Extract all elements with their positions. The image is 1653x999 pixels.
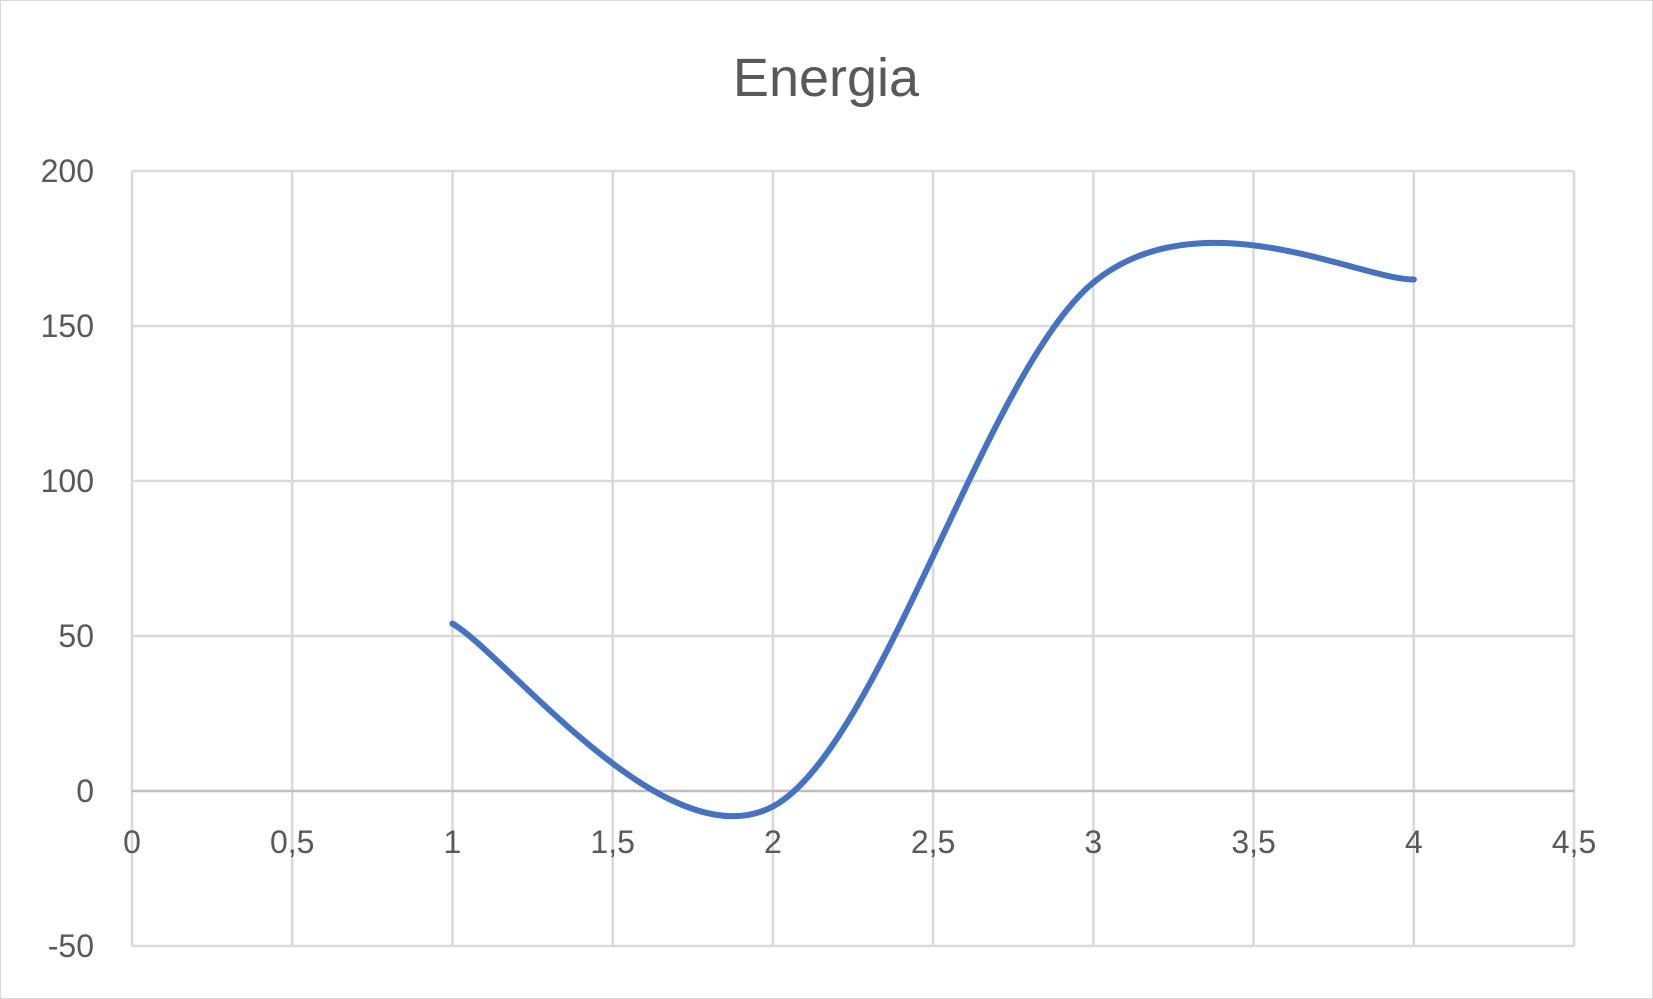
x-tick-label: 4,5 xyxy=(1552,824,1596,860)
y-tick-label: 100 xyxy=(41,463,94,499)
chart-title: Energia xyxy=(733,48,920,108)
y-tick-label: 50 xyxy=(58,618,94,654)
y-axis-tick-labels: -50 0 50 100 150 200 xyxy=(41,153,94,964)
data-point-0-3 xyxy=(1410,276,1417,283)
x-tick-label: 1,5 xyxy=(590,824,634,860)
y-tick-label: -50 xyxy=(48,928,94,964)
x-axis-tick-labels: 0 0,5 1 1,5 2 2,5 3 3,5 4 4,5 xyxy=(123,824,1596,860)
data-point-0-2 xyxy=(1090,279,1097,286)
series-layer xyxy=(449,239,1417,820)
vertical-gridlines xyxy=(130,171,1576,946)
x-tick-label: 2,5 xyxy=(911,824,955,860)
x-tick-label: 0,5 xyxy=(270,824,314,860)
y-tick-label: 150 xyxy=(41,308,94,344)
x-tick-label: 1 xyxy=(444,824,462,860)
series-line-0 xyxy=(449,239,1417,820)
data-point-0-1 xyxy=(769,803,776,810)
y-tick-label: 0 xyxy=(76,773,94,809)
x-tick-label: 3,5 xyxy=(1231,824,1275,860)
y-tick-label: 200 xyxy=(41,153,94,189)
data-point-0-0 xyxy=(449,620,456,627)
x-tick-label: 3 xyxy=(1084,824,1102,860)
x-tick-label: 4 xyxy=(1405,824,1423,860)
x-tick-label: 2 xyxy=(764,824,782,860)
horizontal-gridlines xyxy=(132,169,1574,948)
x-tick-label: 0 xyxy=(123,824,141,860)
